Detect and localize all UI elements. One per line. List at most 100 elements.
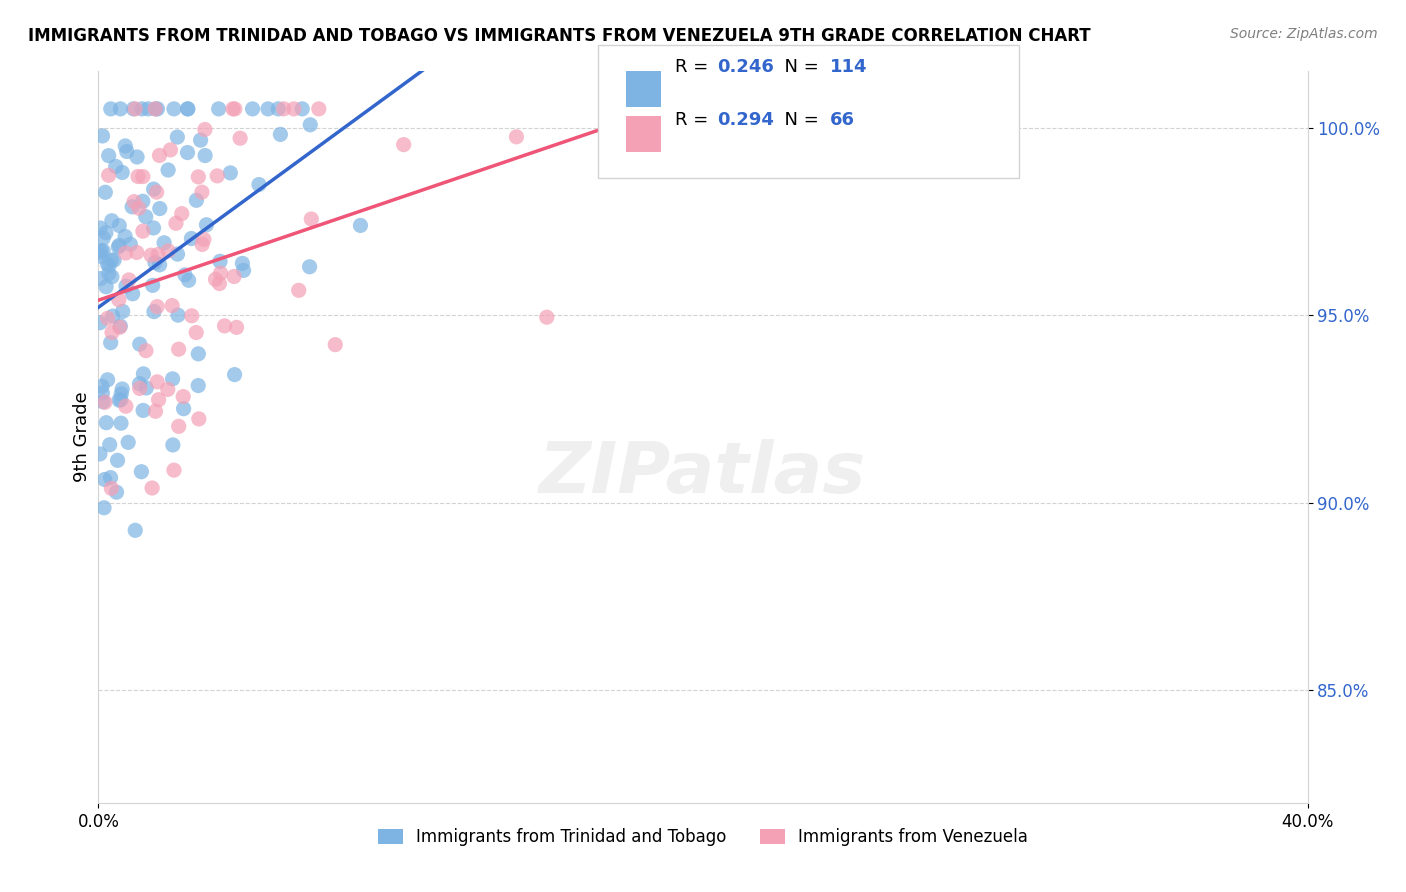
Immigrants from Trinidad and Tobago [146,102,169,116]
Immigrants from Trinidad and Tobago [132,194,155,209]
Immigrants from Venezuela [139,248,162,262]
Immigrants from Trinidad and Tobago [180,231,202,245]
Immigrants from Trinidad and Tobago [231,256,253,270]
Immigrants from Trinidad and Tobago [108,238,131,252]
Immigrants from Venezuela [108,293,131,307]
Immigrants from Trinidad and Tobago [100,253,122,268]
Immigrants from Trinidad and Tobago [269,128,291,142]
Immigrants from Venezuela [108,320,131,334]
Immigrants from Trinidad and Tobago [91,244,114,258]
Immigrants from Venezuela [204,272,226,286]
Immigrants from Trinidad and Tobago [124,524,146,538]
Immigrants from Venezuela [186,326,208,340]
Immigrants from Venezuela [125,245,148,260]
Text: 114: 114 [830,58,868,76]
Immigrants from Trinidad and Tobago [194,148,217,162]
Immigrants from Venezuela [287,283,309,297]
Immigrants from Trinidad and Tobago [111,165,134,179]
Immigrants from Trinidad and Tobago [142,182,165,196]
Immigrants from Trinidad and Tobago [167,308,190,322]
Immigrants from Trinidad and Tobago [121,286,143,301]
Immigrants from Venezuela [148,392,170,407]
Immigrants from Trinidad and Tobago [96,416,118,430]
Immigrants from Trinidad and Tobago [111,382,134,396]
Immigrants from Trinidad and Tobago [145,102,167,116]
Immigrants from Trinidad and Tobago [299,118,322,132]
Immigrants from Trinidad and Tobago [349,219,371,233]
Text: R =: R = [675,112,714,129]
Immigrants from Venezuela [299,212,322,227]
Immigrants from Trinidad and Tobago [103,253,125,268]
Immigrants from Trinidad and Tobago [98,259,121,273]
Immigrants from Trinidad and Tobago [97,148,120,162]
Immigrants from Venezuela [225,320,247,334]
Immigrants from Venezuela [141,481,163,495]
Immigrants from Trinidad and Tobago [128,376,150,391]
Immigrants from Venezuela [94,395,117,409]
Immigrants from Trinidad and Tobago [97,267,120,281]
Immigrants from Trinidad and Tobago [131,465,153,479]
Immigrants from Trinidad and Tobago [90,244,112,258]
Immigrants from Trinidad and Tobago [98,438,121,452]
Immigrants from Venezuela [159,143,181,157]
Immigrants from Venezuela [208,277,231,291]
Immigrants from Trinidad and Tobago [89,447,111,461]
Immigrants from Venezuela [214,318,236,333]
Immigrants from Venezuela [505,129,527,144]
Immigrants from Venezuela [114,399,136,413]
Immigrants from Trinidad and Tobago [176,102,198,116]
Immigrants from Trinidad and Tobago [100,470,122,484]
Immigrants from Venezuela [100,481,122,495]
Immigrants from Venezuela [128,381,150,395]
Immigrants from Trinidad and Tobago [143,304,166,318]
Immigrants from Trinidad and Tobago [153,235,176,250]
Immigrants from Trinidad and Tobago [107,240,129,254]
Immigrants from Trinidad and Tobago [110,416,132,430]
Immigrants from Venezuela [193,232,215,246]
Immigrants from Venezuela [180,309,202,323]
Immigrants from Trinidad and Tobago [101,309,124,323]
Immigrants from Venezuela [323,337,346,351]
Immigrants from Venezuela [392,137,415,152]
Text: R =: R = [675,58,714,76]
Immigrants from Trinidad and Tobago [267,102,290,116]
Immigrants from Trinidad and Tobago [195,218,218,232]
Text: 66: 66 [830,112,855,129]
Immigrants from Trinidad and Tobago [121,200,143,214]
Immigrants from Trinidad and Tobago [166,247,188,261]
Immigrants from Trinidad and Tobago [104,160,127,174]
Immigrants from Venezuela [146,375,169,389]
Immigrants from Trinidad and Tobago [174,268,197,282]
Immigrants from Venezuela [145,404,167,418]
Immigrants from Venezuela [191,237,214,252]
Immigrants from Trinidad and Tobago [93,473,115,487]
Immigrants from Venezuela [97,169,120,183]
Immigrants from Trinidad and Tobago [163,102,186,116]
Immigrants from Venezuela [124,102,146,116]
Immigrants from Venezuela [118,273,141,287]
Immigrants from Venezuela [207,169,229,183]
Immigrants from Trinidad and Tobago [97,373,120,387]
Immigrants from Trinidad and Tobago [142,278,165,293]
Immigrants from Trinidad and Tobago [131,102,153,116]
Immigrants from Trinidad and Tobago [186,194,208,208]
Immigrants from Venezuela [146,300,169,314]
Text: IMMIGRANTS FROM TRINIDAD AND TOBAGO VS IMMIGRANTS FROM VENEZUELA 9TH GRADE CORRE: IMMIGRANTS FROM TRINIDAD AND TOBAGO VS I… [28,27,1091,45]
Immigrants from Venezuela [114,246,136,260]
Immigrants from Trinidad and Tobago [107,453,129,467]
Immigrants from Trinidad and Tobago [110,392,132,407]
Immigrants from Trinidad and Tobago [94,186,117,200]
Immigrants from Trinidad and Tobago [91,386,114,401]
Legend: Immigrants from Trinidad and Tobago, Immigrants from Venezuela: Immigrants from Trinidad and Tobago, Imm… [371,822,1035,853]
Immigrants from Venezuela [224,102,246,116]
Immigrants from Trinidad and Tobago [135,381,157,395]
Immigrants from Trinidad and Tobago [108,393,131,408]
Immigrants from Trinidad and Tobago [136,102,159,116]
Immigrants from Trinidad and Tobago [125,150,148,164]
Immigrants from Venezuela [146,247,169,261]
Immigrants from Trinidad and Tobago [122,102,145,116]
Immigrants from Trinidad and Tobago [94,280,117,294]
Immigrants from Venezuela [101,326,124,340]
Immigrants from Venezuela [157,244,180,258]
Immigrants from Trinidad and Tobago [96,257,118,271]
